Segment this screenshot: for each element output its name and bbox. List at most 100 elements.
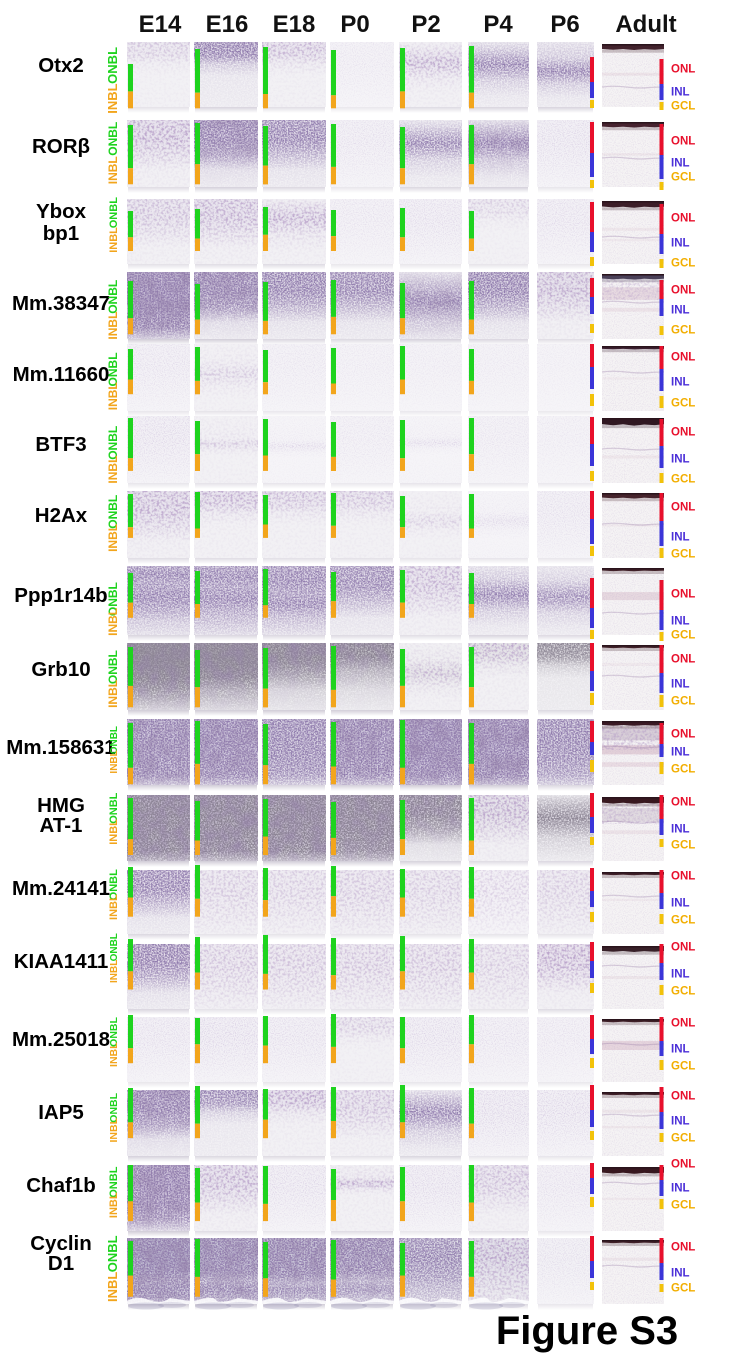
svg-text:INBL: INBL [106,456,120,484]
svg-text:INL: INL [671,158,690,170]
svg-text:INL: INL [671,305,690,317]
svg-text:ONBL: ONBL [108,1016,120,1046]
svg-text:ONL: ONL [671,729,695,741]
svg-text:INBL: INBL [108,1042,120,1067]
svg-text:E16: E16 [206,11,249,38]
svg-text:ONL: ONL [671,1159,695,1171]
svg-text:Ppp1r14b: Ppp1r14b [14,584,107,607]
svg-text:Mm.11660: Mm.11660 [13,363,110,386]
svg-text:P0: P0 [340,11,369,38]
svg-text:ONBL: ONBL [108,197,120,228]
svg-text:GCL: GCL [671,986,695,998]
svg-text:ONBL: ONBL [109,726,120,754]
svg-text:INBL: INBL [106,382,120,410]
svg-text:ONBL: ONBL [108,1166,120,1197]
svg-text:INL: INL [671,969,690,981]
svg-text:KIAA1411: KIAA1411 [14,950,109,973]
svg-text:D1: D1 [48,1252,74,1275]
svg-text:INBL: INBL [108,227,120,253]
svg-text:E18: E18 [273,11,316,38]
svg-text:ONL: ONL [671,1091,695,1103]
svg-text:ONBL: ONBL [109,933,120,961]
svg-text:ONL: ONL [671,427,695,439]
svg-text:E14: E14 [139,11,182,38]
svg-text:INL: INL [671,1183,690,1195]
svg-text:GCL: GCL [671,1133,695,1145]
svg-text:ONL: ONL [671,654,695,666]
svg-text:ONBL: ONBL [106,122,120,156]
svg-text:ONBL: ONBL [106,426,120,460]
svg-text:ONL: ONL [671,871,695,883]
svg-text:GCL: GCL [671,172,695,184]
svg-text:INBL: INBL [108,894,120,920]
svg-text:ONL: ONL [671,352,695,364]
svg-text:P4: P4 [483,11,513,38]
svg-text:ONBL: ONBL [105,1235,120,1272]
svg-text:ONBL: ONBL [108,792,120,823]
svg-text:INL: INL [671,824,690,836]
svg-text:INL: INL [671,898,690,910]
svg-text:INBL: INBL [108,819,120,845]
svg-text:INBL: INBL [105,83,120,113]
svg-text:Mm.158631: Mm.158631 [6,736,115,759]
svg-text:ONBL: ONBL [106,650,120,684]
svg-text:INL: INL [671,1268,690,1280]
svg-text:INBL: INBL [106,156,120,184]
svg-text:INBL: INBL [106,524,120,552]
svg-text:GCL: GCL [671,549,695,561]
svg-text:INBL: INBL [105,1272,120,1302]
svg-text:INBL: INBL [106,312,120,340]
svg-text:INL: INL [671,679,690,691]
svg-text:Grb10: Grb10 [31,658,90,681]
svg-text:INL: INL [671,616,690,628]
svg-text:P6: P6 [550,11,579,38]
svg-text:GCL: GCL [671,630,695,642]
svg-text:Otx2: Otx2 [38,54,84,77]
svg-text:ONBL: ONBL [105,47,120,84]
svg-text:Adult: Adult [615,11,676,38]
svg-text:IAP5: IAP5 [38,1101,84,1124]
svg-text:ONBL: ONBL [108,1092,120,1122]
svg-text:ONL: ONL [671,136,695,148]
svg-text:Figure S3: Figure S3 [496,1309,678,1353]
svg-text:GCL: GCL [671,915,695,927]
svg-text:H2Ax: H2Ax [35,504,88,527]
svg-text:BTF3: BTF3 [35,433,86,456]
svg-text:INL: INL [671,238,690,250]
svg-text:INL: INL [671,1116,690,1128]
svg-text:ONBL: ONBL [108,869,120,900]
svg-text:GCL: GCL [671,1061,695,1073]
svg-text:Cyclin: Cyclin [30,1232,92,1255]
svg-text:Mm.38347: Mm.38347 [12,292,110,315]
svg-text:ONL: ONL [671,589,695,601]
svg-text:INBL: INBL [108,1192,120,1218]
svg-text:GCL: GCL [671,1200,695,1212]
svg-text:ONBL: ONBL [106,280,120,314]
svg-text:ONL: ONL [671,942,695,954]
svg-text:GCL: GCL [671,696,695,708]
svg-text:P2: P2 [411,11,440,38]
svg-text:INBL: INBL [109,960,120,983]
svg-text:GCL: GCL [671,474,695,486]
svg-text:INBL: INBL [108,1117,120,1142]
svg-text:Ybox: Ybox [36,200,87,223]
svg-text:Mm.25018: Mm.25018 [12,1028,110,1051]
svg-text:INL: INL [671,532,690,544]
svg-text:RORβ: RORβ [32,135,90,158]
svg-text:INL: INL [671,377,690,389]
svg-text:ONL: ONL [671,64,695,76]
svg-text:INL: INL [671,747,690,759]
svg-text:ONBL: ONBL [106,352,120,386]
svg-text:Mm.24141: Mm.24141 [12,877,110,900]
svg-text:INBL: INBL [106,680,120,708]
svg-text:ONL: ONL [671,285,695,297]
svg-text:INL: INL [671,87,690,99]
svg-text:GCL: GCL [671,398,695,410]
svg-text:AT-1: AT-1 [40,814,83,837]
svg-text:ONL: ONL [671,213,695,225]
svg-text:Chaf1b: Chaf1b [26,1174,95,1197]
svg-text:INL: INL [671,454,690,466]
svg-text:GCL: GCL [671,840,695,852]
svg-text:ONL: ONL [671,1242,695,1254]
svg-text:HMG: HMG [37,794,85,817]
